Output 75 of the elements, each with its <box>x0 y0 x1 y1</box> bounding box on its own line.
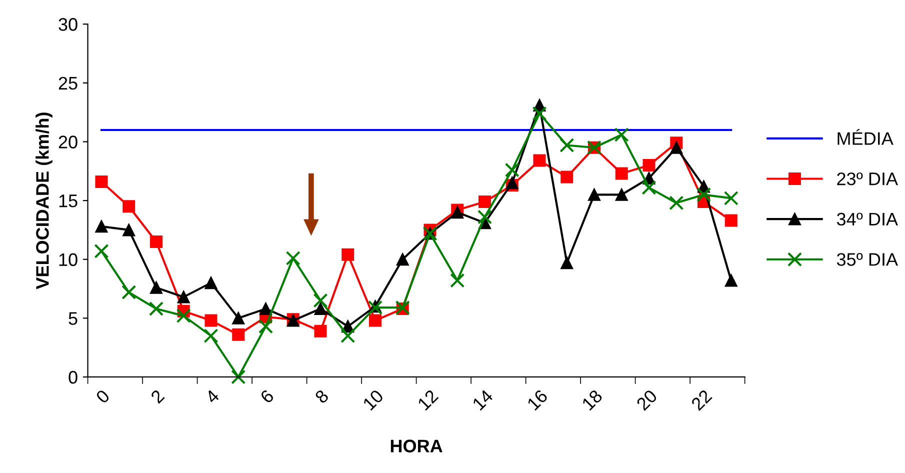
point <box>342 248 354 261</box>
point <box>724 190 738 206</box>
point <box>286 250 300 266</box>
point <box>122 224 136 236</box>
point <box>614 127 629 142</box>
point <box>95 220 108 233</box>
point <box>450 273 465 288</box>
point <box>204 314 218 327</box>
legend-label: 23º DIA <box>837 172 898 186</box>
x-tick-label: 22 <box>690 389 712 411</box>
point <box>122 285 136 300</box>
x-tick-label: 8 <box>314 388 330 404</box>
point <box>642 159 656 172</box>
point <box>94 244 109 258</box>
point <box>451 206 464 219</box>
x-tick-label: 18 <box>581 388 604 411</box>
y-tick-label: 5 <box>68 312 78 325</box>
point <box>204 276 218 290</box>
point <box>340 328 356 344</box>
point <box>313 293 328 308</box>
y-tick-label: 25 <box>58 76 78 90</box>
point <box>588 188 600 201</box>
point <box>368 314 382 327</box>
point <box>150 281 162 294</box>
y-tick-label: 10 <box>59 253 78 266</box>
point <box>560 256 574 270</box>
point <box>532 106 547 121</box>
x-tick-label: 12 <box>417 389 439 411</box>
point <box>669 196 684 210</box>
point <box>122 200 136 213</box>
y-tick-label: 0 <box>68 370 78 384</box>
point <box>148 301 164 316</box>
x-tick-label: 20 <box>636 388 658 412</box>
y-tick-label: 30 <box>58 18 78 31</box>
point <box>177 290 190 304</box>
point <box>259 302 272 316</box>
point <box>560 170 574 184</box>
legend-label: 35º DIA <box>836 253 898 266</box>
point <box>477 210 492 224</box>
x-tick-label: 6 <box>260 388 275 404</box>
point <box>615 167 628 180</box>
x-tick-label: 4 <box>204 388 220 404</box>
point <box>314 302 327 316</box>
point <box>231 370 246 384</box>
point <box>176 308 191 324</box>
point <box>396 253 409 266</box>
point <box>642 180 656 195</box>
point <box>314 324 327 338</box>
y-axis-title: VELOCIDADE (km/h) <box>36 112 52 290</box>
point <box>258 319 274 334</box>
point <box>506 176 518 190</box>
point <box>232 312 245 324</box>
point <box>533 154 546 167</box>
point <box>204 328 218 344</box>
y-tick-label: 15 <box>59 194 78 208</box>
x-tick-label: 14 <box>472 388 494 411</box>
point <box>560 138 574 153</box>
x-tick-label: 16 <box>526 388 548 411</box>
point <box>696 187 712 202</box>
point <box>670 141 683 154</box>
point <box>478 195 491 208</box>
point <box>615 188 628 201</box>
legend-label: 34º DIA <box>836 212 898 226</box>
point <box>724 274 738 287</box>
point <box>95 175 108 188</box>
x-tick-label: 0 <box>95 388 110 404</box>
x-axis-title: HORA <box>390 440 442 452</box>
point <box>504 162 520 178</box>
point <box>724 214 738 227</box>
point <box>232 328 245 341</box>
x-tick-label: 10 <box>362 388 384 411</box>
legend-label: MÉDIA <box>838 129 894 145</box>
y-tick-label: 20 <box>58 136 78 148</box>
x-tick-label: 2 <box>150 389 165 404</box>
point <box>150 235 162 248</box>
